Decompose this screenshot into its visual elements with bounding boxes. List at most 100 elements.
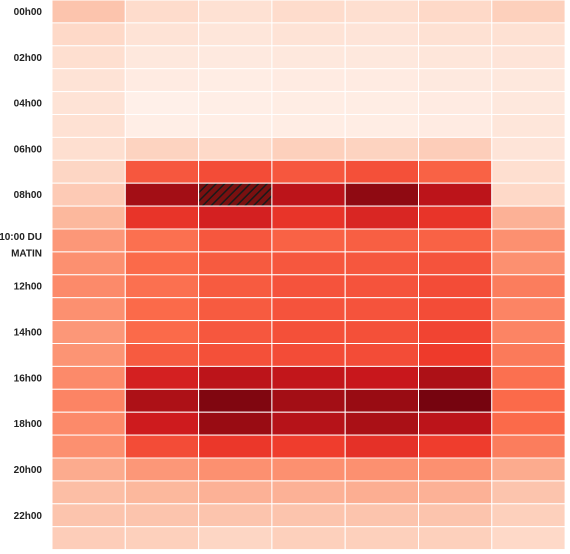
- heatmap-cell: [124, 45, 200, 70]
- heatmap-cell: [491, 480, 566, 505]
- heatmap-cell: [271, 274, 346, 299]
- heatmap-cell: [418, 45, 493, 70]
- heatmap-cell: [198, 114, 273, 138]
- heatmap-cell: [198, 91, 273, 115]
- heatmap-cell: [51, 297, 126, 322]
- heatmap-cell: [124, 365, 200, 390]
- heatmap-cell: [124, 343, 200, 367]
- heatmap-cell: [124, 182, 200, 207]
- heatmap-cell: [51, 45, 126, 70]
- heatmap-cell: [491, 526, 566, 551]
- heatmap-cell: [418, 320, 493, 345]
- heatmap-cell: [418, 365, 493, 390]
- heatmap-cell: [198, 411, 273, 436]
- heatmap-cell: [418, 114, 493, 138]
- heatmap-cells: [51, 0, 566, 551]
- heatmap-cell: [198, 526, 273, 551]
- heatmap-cell: [124, 22, 200, 47]
- heatmap-cell: [491, 136, 566, 161]
- heatmap-cell: [491, 91, 566, 115]
- heatmap-cell: [198, 365, 273, 390]
- heatmap-cell: [51, 136, 126, 161]
- heatmap-cell: [271, 182, 346, 207]
- heatmap-cell: [124, 114, 200, 138]
- heatmap-cell: [198, 343, 273, 367]
- heatmap-cell: [198, 0, 273, 24]
- heatmap-cell: [271, 526, 346, 551]
- heatmap-cell: [491, 503, 566, 528]
- heatmap-cell: [198, 274, 273, 299]
- heatmap-cell: [51, 251, 126, 276]
- heatmap-cell: [491, 320, 566, 345]
- heatmap-cell: [418, 228, 493, 253]
- y-tick-label: 06h00: [14, 144, 43, 155]
- heatmap-cell: [51, 320, 126, 345]
- heatmap-cell: [124, 228, 200, 253]
- heatmap-cell: [491, 205, 566, 230]
- y-tick-label: 14h00: [14, 328, 43, 339]
- heatmap-cell: [271, 136, 346, 161]
- heatmap-cell: [491, 343, 566, 367]
- heatmap-cell: [491, 434, 566, 459]
- heatmap-cell: [344, 251, 420, 276]
- y-tick-label: 00h00: [14, 7, 43, 18]
- heatmap-cell-hatched: [198, 182, 273, 207]
- y-tick-label: 04h00: [14, 99, 43, 110]
- y-tick-label: 22h00: [14, 511, 43, 522]
- heatmap-cell: [198, 388, 273, 413]
- heatmap-cell: [124, 136, 200, 161]
- heatmap-cell: [51, 182, 126, 207]
- heatmap-cell: [418, 274, 493, 299]
- y-tick-label: 20h00: [14, 465, 43, 476]
- heatmap-cell: [344, 434, 420, 459]
- heatmap-cell: [418, 159, 493, 184]
- heatmap-cell: [198, 503, 273, 528]
- heatmap-cell: [51, 114, 126, 138]
- heatmap-cell: [271, 343, 346, 367]
- heatmap-cell: [344, 159, 420, 184]
- heatmap-cell: [124, 274, 200, 299]
- heatmap-cell: [271, 0, 346, 24]
- heatmap-cell: [344, 0, 420, 24]
- heatmap-cell: [344, 274, 420, 299]
- heatmap-cell: [491, 297, 566, 322]
- heatmap-cell: [124, 68, 200, 93]
- heatmap-cell: [51, 503, 126, 528]
- heatmap-cell: [51, 91, 126, 115]
- heatmap-cell: [491, 159, 566, 184]
- heatmap-cell: [491, 45, 566, 70]
- heatmap-cell: [198, 457, 273, 482]
- heatmap-cell: [271, 228, 346, 253]
- heatmap-cell: [491, 22, 566, 47]
- heatmap-cell: [344, 526, 420, 551]
- heatmap-cell: [418, 526, 493, 551]
- heatmap-cell: [271, 434, 346, 459]
- heatmap-cell: [271, 114, 346, 138]
- heatmap-cell: [198, 136, 273, 161]
- heatmap-cell: [124, 159, 200, 184]
- heatmap-cell: [271, 205, 346, 230]
- heatmap-cell: [124, 434, 200, 459]
- heatmap-cell: [124, 388, 200, 413]
- heatmap-cell: [271, 411, 346, 436]
- y-tick-label: 16h00: [14, 373, 43, 384]
- heatmap-cell: [491, 114, 566, 138]
- heatmap-cell: [51, 526, 126, 551]
- heatmap-cell: [344, 503, 420, 528]
- heatmap-cell: [344, 411, 420, 436]
- heatmap-cell: [124, 297, 200, 322]
- heatmap-cell: [344, 297, 420, 322]
- heatmap-cell: [51, 343, 126, 367]
- y-tick-label: 10:00 DU: [0, 232, 42, 243]
- heatmap-cell: [271, 480, 346, 505]
- heatmap-cell: [418, 91, 493, 115]
- heatmap-cell: [271, 388, 346, 413]
- heatmap-cell: [418, 503, 493, 528]
- heatmap-cell: [51, 388, 126, 413]
- heatmap-cell: [491, 68, 566, 93]
- heatmap-cell: [418, 0, 493, 24]
- heatmap-cell: [271, 159, 346, 184]
- heatmap-cell: [491, 388, 566, 413]
- heatmap-cell: [344, 320, 420, 345]
- heatmap-cell: [198, 320, 273, 345]
